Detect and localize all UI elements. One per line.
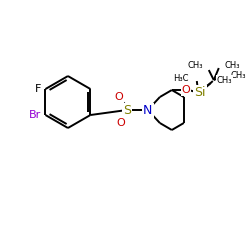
Text: CH₃: CH₃ — [231, 70, 246, 80]
Text: H₃C: H₃C — [173, 74, 189, 82]
Text: Si: Si — [194, 86, 205, 98]
Text: Br: Br — [29, 110, 42, 120]
Text: O: O — [114, 92, 123, 102]
Text: F: F — [35, 84, 42, 94]
Text: CH₃: CH₃ — [225, 60, 240, 70]
Text: CH₃: CH₃ — [217, 76, 232, 84]
Text: CH₃: CH₃ — [187, 60, 203, 70]
Text: N: N — [143, 104, 152, 117]
Text: S: S — [123, 104, 131, 117]
Text: O: O — [182, 85, 190, 95]
Text: O: O — [116, 118, 125, 128]
